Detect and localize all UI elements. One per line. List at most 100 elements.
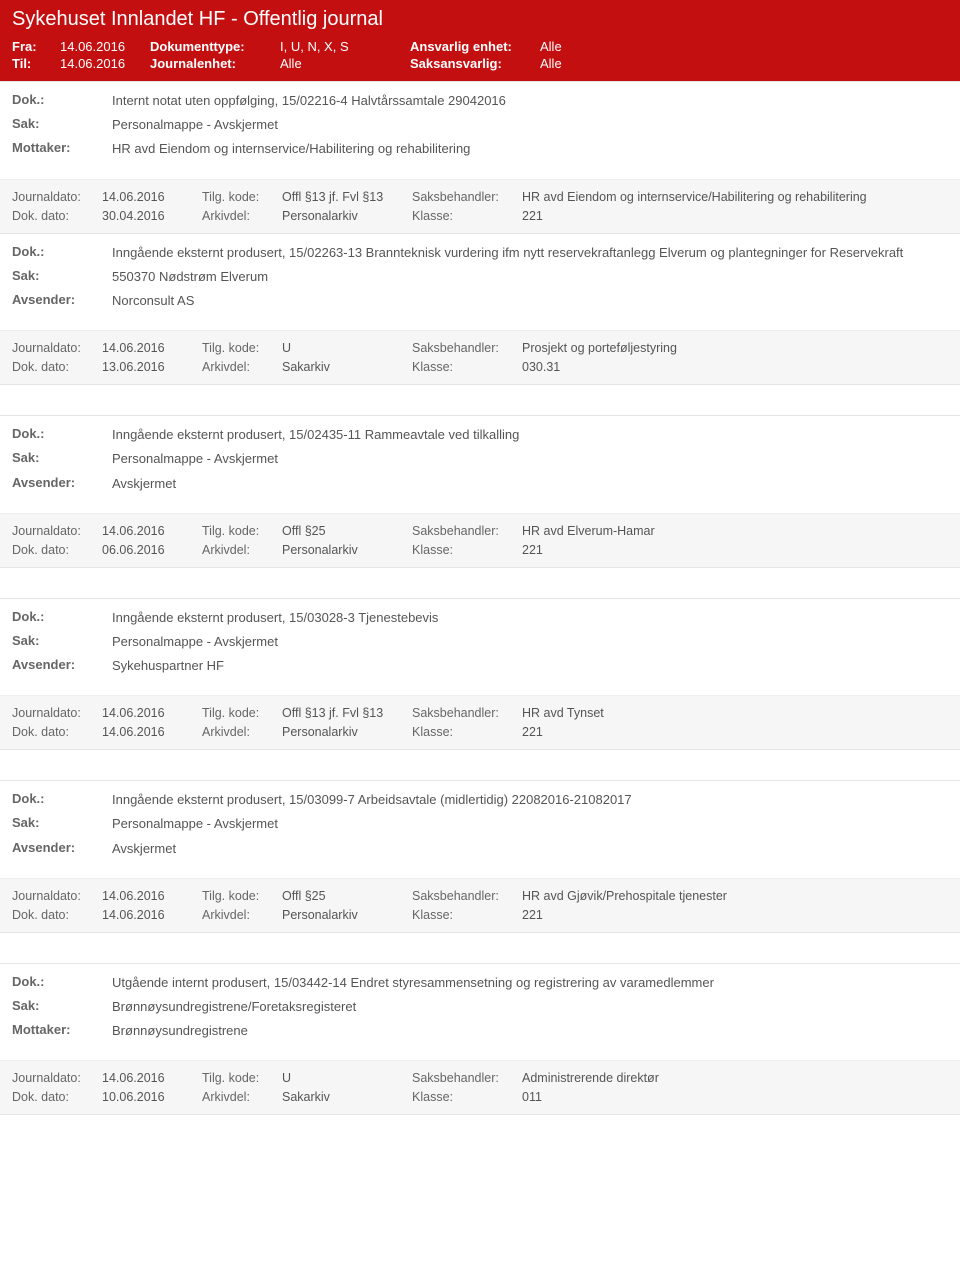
entry-meta: Journaldato: 14.06.2016 Tilg. kode: Offl… bbox=[0, 179, 960, 233]
journal-header: Sykehuset Innlandet HF - Offentlig journ… bbox=[0, 0, 960, 81]
doktype-value: I, U, N, X, S bbox=[280, 39, 410, 54]
sak-value: Personalmappe - Avskjermet bbox=[112, 633, 278, 651]
sak-label: Sak: bbox=[12, 815, 112, 830]
til-value: 14.06.2016 bbox=[60, 56, 150, 71]
saksbehandler-label: Saksbehandler: bbox=[412, 706, 522, 720]
saksbehandler-label: Saksbehandler: bbox=[412, 190, 522, 204]
klasse-label: Klasse: bbox=[412, 360, 522, 374]
dokdato-label: Dok. dato: bbox=[12, 1090, 102, 1104]
sak-label: Sak: bbox=[12, 116, 112, 131]
journaldato-value: 14.06.2016 bbox=[102, 341, 202, 355]
fra-value: 14.06.2016 bbox=[60, 39, 150, 54]
dokdato-value: 06.06.2016 bbox=[102, 543, 202, 557]
klasse-value: 221 bbox=[522, 908, 948, 922]
dokdato-label: Dok. dato: bbox=[12, 725, 102, 739]
entry-meta: Journaldato: 14.06.2016 Tilg. kode: U Sa… bbox=[0, 1060, 960, 1114]
klasse-value: 011 bbox=[522, 1090, 948, 1104]
journal-entry: Dok.: Inngående eksternt produsert, 15/0… bbox=[0, 598, 960, 751]
party-label: Avsender: bbox=[12, 840, 112, 855]
entry-meta: Journaldato: 14.06.2016 Tilg. kode: Offl… bbox=[0, 695, 960, 749]
sak-value: Personalmappe - Avskjermet bbox=[112, 815, 278, 833]
klasse-value: 221 bbox=[522, 543, 948, 557]
tilgkode-value: Offl §25 bbox=[282, 889, 412, 903]
dok-value: Inngående eksternt produsert, 15/03028-3… bbox=[112, 609, 438, 627]
journal-entry: Dok.: Utgående internt produsert, 15/034… bbox=[0, 963, 960, 1116]
journaldato-value: 14.06.2016 bbox=[102, 706, 202, 720]
dokdato-label: Dok. dato: bbox=[12, 543, 102, 557]
party-value: Avskjermet bbox=[112, 840, 176, 858]
party-value: Sykehuspartner HF bbox=[112, 657, 224, 675]
klasse-value: 221 bbox=[522, 209, 948, 223]
journaldato-label: Journaldato: bbox=[12, 341, 102, 355]
klasse-label: Klasse: bbox=[412, 209, 522, 223]
sak-label: Sak: bbox=[12, 998, 112, 1013]
journaldato-label: Journaldato: bbox=[12, 1071, 102, 1085]
klasse-label: Klasse: bbox=[412, 725, 522, 739]
arkivdel-label: Arkivdel: bbox=[202, 209, 282, 223]
dokdato-label: Dok. dato: bbox=[12, 908, 102, 922]
arkivdel-label: Arkivdel: bbox=[202, 725, 282, 739]
saksbehandler-label: Saksbehandler: bbox=[412, 524, 522, 538]
klasse-label: Klasse: bbox=[412, 1090, 522, 1104]
arkivdel-label: Arkivdel: bbox=[202, 1090, 282, 1104]
arkivdel-value: Personalarkiv bbox=[282, 725, 412, 739]
arkivdel-value: Sakarkiv bbox=[282, 360, 412, 374]
page-title: Sykehuset Innlandet HF - Offentlig journ… bbox=[12, 8, 948, 31]
sak-value: 550370 Nødstrøm Elverum bbox=[112, 268, 268, 286]
jenhet-label: Journalenhet: bbox=[150, 56, 280, 71]
dokdato-value: 30.04.2016 bbox=[102, 209, 202, 223]
tilgkode-value: Offl §13 jf. Fvl §13 bbox=[282, 706, 412, 720]
journaldato-value: 14.06.2016 bbox=[102, 1071, 202, 1085]
saksbehandler-value: HR avd Elverum-Hamar bbox=[522, 524, 948, 538]
journaldato-label: Journaldato: bbox=[12, 706, 102, 720]
journal-entry: Dok.: Inngående eksternt produsert, 15/0… bbox=[0, 234, 960, 386]
journal-entry: Dok.: Internt notat uten oppfølging, 15/… bbox=[0, 81, 960, 234]
dokdato-value: 14.06.2016 bbox=[102, 908, 202, 922]
klasse-value: 221 bbox=[522, 725, 948, 739]
sak-label: Sak: bbox=[12, 633, 112, 648]
journal-entry: Dok.: Inngående eksternt produsert, 15/0… bbox=[0, 415, 960, 568]
dok-value: Inngående eksternt produsert, 15/02435-1… bbox=[112, 426, 519, 444]
sak-value: Personalmappe - Avskjermet bbox=[112, 450, 278, 468]
journaldato-value: 14.06.2016 bbox=[102, 524, 202, 538]
tilgkode-value: U bbox=[282, 341, 412, 355]
tilgkode-label: Tilg. kode: bbox=[202, 524, 282, 538]
arkivdel-label: Arkivdel: bbox=[202, 360, 282, 374]
journaldato-label: Journaldato: bbox=[12, 889, 102, 903]
klasse-value: 030.31 bbox=[522, 360, 948, 374]
ansvarlig-label: Ansvarlig enhet: bbox=[410, 39, 540, 54]
dokdato-label: Dok. dato: bbox=[12, 209, 102, 223]
party-label: Mottaker: bbox=[12, 140, 112, 155]
party-value: Avskjermet bbox=[112, 475, 176, 493]
arkivdel-value: Personalarkiv bbox=[282, 543, 412, 557]
saksbehandler-value: HR avd Eiendom og internservice/Habilite… bbox=[522, 190, 948, 204]
dok-value: Inngående eksternt produsert, 15/03099-7… bbox=[112, 791, 632, 809]
party-label: Avsender: bbox=[12, 475, 112, 490]
entry-head: Dok.: Inngående eksternt produsert, 15/0… bbox=[0, 234, 960, 331]
entry-head: Dok.: Utgående internt produsert, 15/034… bbox=[0, 964, 960, 1061]
entry-meta: Journaldato: 14.06.2016 Tilg. kode: Offl… bbox=[0, 513, 960, 567]
dok-value: Internt notat uten oppfølging, 15/02216-… bbox=[112, 92, 506, 110]
tilgkode-label: Tilg. kode: bbox=[202, 190, 282, 204]
tilgkode-label: Tilg. kode: bbox=[202, 889, 282, 903]
journaldato-value: 14.06.2016 bbox=[102, 889, 202, 903]
tilgkode-label: Tilg. kode: bbox=[202, 341, 282, 355]
saksbehandler-value: HR avd Tynset bbox=[522, 706, 948, 720]
tilgkode-value: Offl §13 jf. Fvl §13 bbox=[282, 190, 412, 204]
party-value: Norconsult AS bbox=[112, 292, 194, 310]
journaldato-label: Journaldato: bbox=[12, 524, 102, 538]
journal-entry: Dok.: Inngående eksternt produsert, 15/0… bbox=[0, 780, 960, 933]
header-row-1: Fra: 14.06.2016 Dokumenttype: I, U, N, X… bbox=[12, 39, 948, 54]
entry-head: Dok.: Inngående eksternt produsert, 15/0… bbox=[0, 599, 960, 696]
journaldato-value: 14.06.2016 bbox=[102, 190, 202, 204]
party-label: Avsender: bbox=[12, 657, 112, 672]
tilgkode-value: Offl §25 bbox=[282, 524, 412, 538]
klasse-label: Klasse: bbox=[412, 543, 522, 557]
saksbehandler-value: HR avd Gjøvik/Prehospitale tjenester bbox=[522, 889, 948, 903]
arkivdel-label: Arkivdel: bbox=[202, 908, 282, 922]
sak-label: Sak: bbox=[12, 450, 112, 465]
tilgkode-label: Tilg. kode: bbox=[202, 706, 282, 720]
entry-meta: Journaldato: 14.06.2016 Tilg. kode: Offl… bbox=[0, 878, 960, 932]
saksbehandler-label: Saksbehandler: bbox=[412, 1071, 522, 1085]
entry-head: Dok.: Inngående eksternt produsert, 15/0… bbox=[0, 416, 960, 513]
